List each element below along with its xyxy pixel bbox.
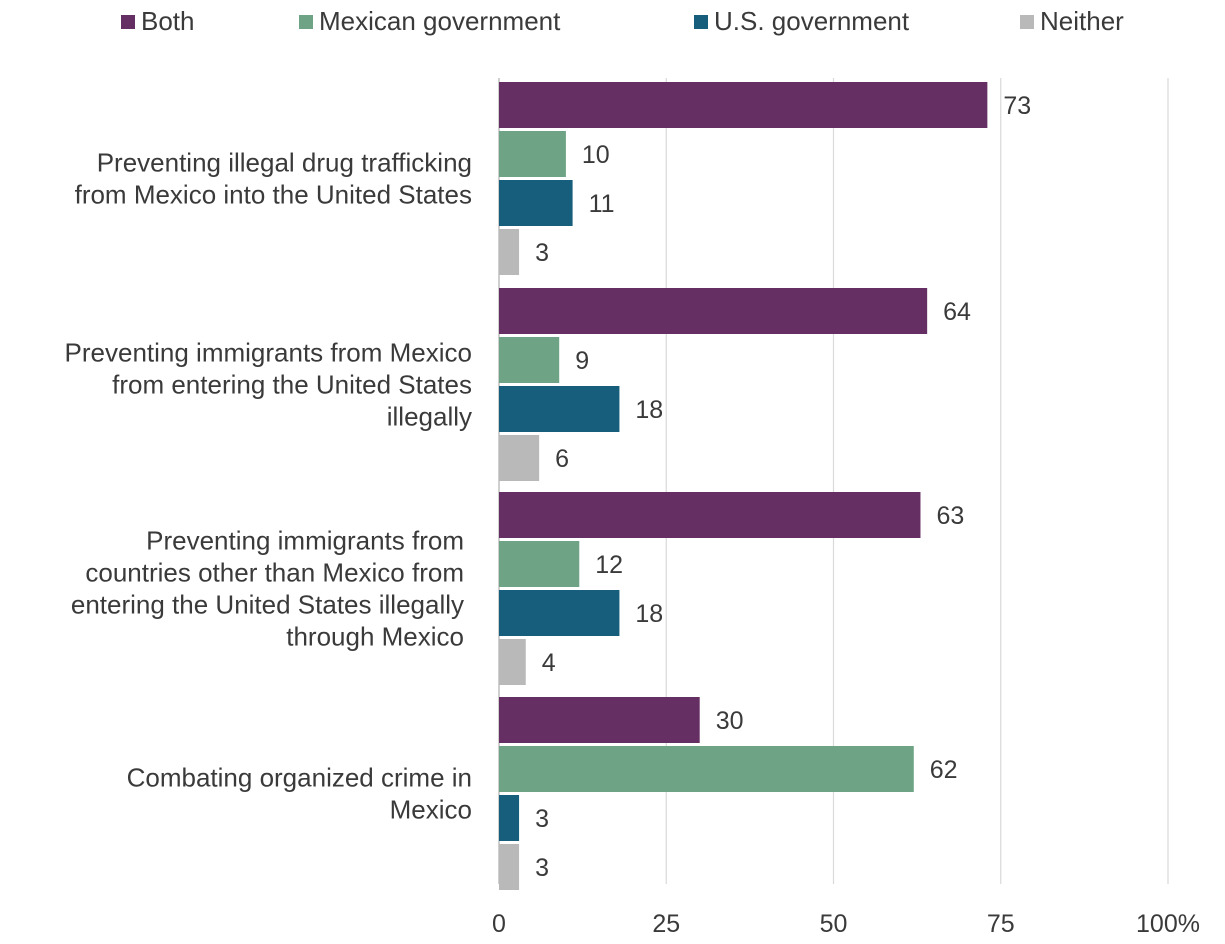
legend-item-neither: Neither — [1020, 6, 1124, 37]
bar-u-s-government — [499, 180, 573, 226]
category-label: Preventing immigrants from Mexico from en… — [65, 338, 472, 432]
legend-label: Both — [141, 6, 195, 36]
bar-neither — [499, 639, 526, 685]
legend: Both Mexican government U.S. government Nei… — [0, 0, 1225, 50]
bar-both — [499, 492, 921, 538]
bars — [499, 82, 988, 890]
legend-label: Neither — [1040, 6, 1124, 36]
value-label: 62 — [930, 756, 958, 784]
bar-mexican-government — [499, 746, 914, 792]
bar-both — [499, 288, 928, 334]
category-label: Combating organized crime in Mexico — [127, 763, 472, 825]
legend-swatch — [1020, 14, 1034, 29]
category-label: Preventing immigrants from countries othe… — [71, 526, 464, 652]
category-labels: Preventing illegal drug trafficking from … — [65, 148, 472, 825]
value-label: 3 — [535, 854, 549, 882]
bar-both — [499, 697, 700, 743]
x-tick-label: 75 — [987, 910, 1015, 938]
value-label: 10 — [582, 141, 610, 169]
legend-item-mexican-government: Mexican government — [299, 6, 560, 37]
x-axis-ticks: 0 25 50 75 100% — [492, 910, 1200, 938]
value-label: 64 — [943, 298, 971, 326]
value-label: 18 — [635, 600, 663, 628]
bar-neither — [499, 435, 540, 481]
value-label: 63 — [936, 502, 964, 530]
value-label: 12 — [595, 551, 623, 579]
value-label: 3 — [535, 805, 549, 833]
bar-u-s-government — [499, 795, 520, 841]
legend-swatch — [299, 14, 313, 29]
value-label: 73 — [1003, 92, 1031, 120]
value-label: 30 — [716, 707, 744, 735]
bar-mexican-government — [499, 541, 580, 587]
value-label: 18 — [635, 396, 663, 424]
bar-neither — [499, 844, 520, 890]
value-labels: 73 10 11 3 64 9 18 6 63 12 18 4 30 62 3 3 — [535, 92, 1031, 882]
legend-item-both: Both — [121, 6, 195, 37]
value-label: 9 — [575, 347, 589, 375]
legend-label: U.S. government — [714, 6, 910, 36]
bar-mexican-government — [499, 337, 560, 383]
x-tick-label: 100% — [1136, 910, 1200, 938]
x-tick-label: 50 — [820, 910, 848, 938]
bar-neither — [499, 229, 520, 275]
legend-label: Mexican government — [319, 6, 561, 36]
legend-item-u-s-government: U.S. government — [694, 6, 909, 37]
bar-mexican-government — [499, 131, 566, 177]
bar-u-s-government — [499, 386, 620, 432]
value-label: 4 — [542, 649, 556, 677]
value-label: 3 — [535, 239, 549, 267]
legend-swatch — [121, 14, 135, 29]
x-tick-label: 0 — [492, 910, 506, 938]
bar-both — [499, 82, 988, 128]
category-label: Preventing illegal drug trafficking from … — [75, 148, 472, 210]
x-tick-label: 25 — [652, 910, 680, 938]
bar-u-s-government — [499, 590, 620, 636]
value-label: 6 — [555, 445, 569, 473]
legend-swatch — [694, 14, 708, 29]
value-label: 11 — [589, 190, 615, 218]
